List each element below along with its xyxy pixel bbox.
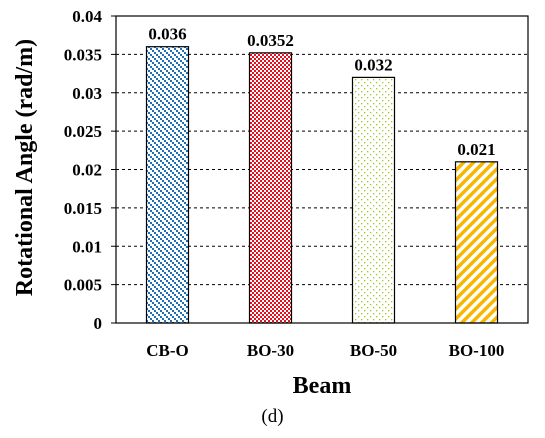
bars: [145, 46, 499, 324]
data-label: 0.032: [354, 55, 392, 74]
x-tick-labels: CB-O BO-30 BO-50 BO-100: [146, 341, 504, 360]
y-tick-label: 0.025: [64, 122, 102, 141]
bar-cb-o: [145, 46, 190, 324]
bar-bo-100: [454, 161, 499, 324]
y-axis-label: Rotational Angle (rad/m): [12, 39, 38, 296]
y-tick-label: 0.02: [72, 161, 102, 180]
x-axis-label: Beam: [293, 373, 352, 399]
y-tick-label: 0.035: [64, 45, 102, 64]
data-label: 0.021: [457, 140, 495, 159]
y-tick-label: 0.04: [72, 7, 102, 26]
bar-bo-50: [351, 76, 396, 324]
y-tick-labels: 0 0.005 0.01 0.015 0.02 0.025 0.03 0.035 0.04: [64, 7, 116, 333]
y-tick-label: 0.01: [72, 237, 102, 256]
bar-chart: 0 0.005 0.01 0.015 0.02 0.025 0.03 0.035 0.04 CB…: [12, 7, 529, 399]
data-label: 0.036: [148, 25, 186, 44]
x-tick-label: BO-30: [247, 341, 294, 360]
y-tick-label: 0.015: [64, 199, 102, 218]
y-tick-label: 0.005: [64, 276, 102, 295]
data-label: 0.0352: [247, 31, 294, 50]
y-tick-label: 0: [94, 314, 103, 333]
bar-bo-30: [248, 52, 293, 324]
x-tick-label: BO-100: [449, 341, 505, 360]
figure-caption: (d): [261, 406, 284, 427]
y-tick-label: 0.03: [72, 84, 102, 103]
x-tick-label: CB-O: [146, 341, 189, 360]
data-labels: 0.036 0.0352 0.032 0.021: [148, 25, 495, 159]
x-tick-label: BO-50: [350, 341, 397, 360]
